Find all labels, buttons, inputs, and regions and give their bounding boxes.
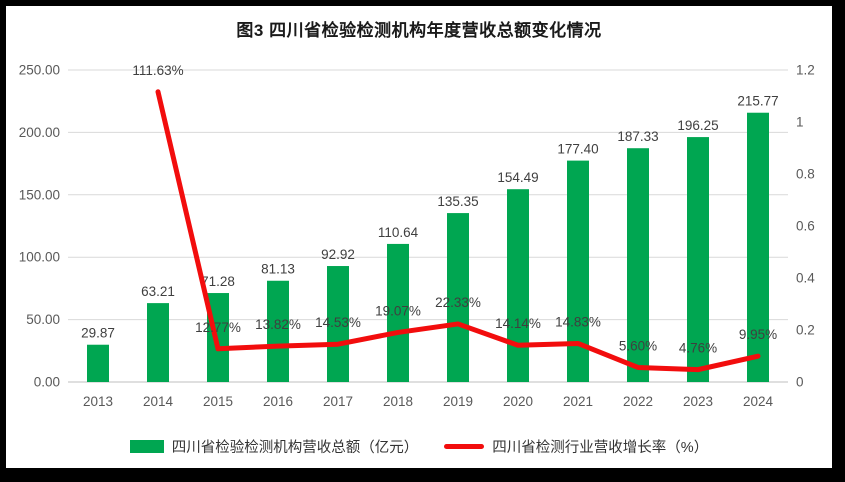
line-value-label: 111.63% [132,63,183,78]
bar-2017 [327,266,349,382]
bar-2013 [87,344,109,382]
right-axis-tick: 0 [796,375,804,390]
left-axis-tick: 0.00 [34,375,60,390]
bar-2020 [507,189,529,382]
bar-2018 [387,243,409,382]
legend-label-line-series: 四川省检测行业营收增长率（%） [492,440,709,456]
x-axis-label: 2022 [623,394,653,409]
line-value-label: 4.76% [679,341,717,356]
legend-item-bar-series: 四川省检验检测机构营收总额（亿元） [129,436,419,457]
chart-panel: 图3 四川省检验检测机构年度营收总额变化情况 0.00 50.00 100.00 15… [6,6,832,468]
bar-2016 [267,280,289,382]
line-value-label: 13.82% [255,317,301,332]
x-axis-label: 2019 [443,394,473,409]
right-axis-tick: 0.8 [796,167,815,182]
bar-2023 [687,137,709,382]
right-axis-tick: 0.6 [796,219,815,234]
bar-value-label: 187.33 [617,129,658,144]
left-axis-tick: 100.00 [19,250,60,265]
x-axis-label: 2021 [563,394,593,409]
x-axis-label: 2016 [263,394,293,409]
line-value-label: 14.53% [315,315,361,330]
right-axis-tick: 1.2 [796,63,815,78]
bar-value-label: 196.25 [677,118,718,133]
bar-series-swatch [129,440,164,453]
line-value-label: 5.60% [619,338,657,353]
combo-chart: 0.00 50.00 100.00 150.00 200.00 250.00 0 0.2 0.4… [19,63,816,410]
line-value-label: 22.33% [435,295,481,310]
x-axis-label: 2020 [503,394,533,409]
x-axis-label: 2013 [83,394,113,409]
left-axis-tick: 150.00 [19,187,60,202]
bar-value-label: 177.40 [557,142,598,157]
left-axis-tick: 200.00 [19,125,60,140]
growth-rate-line [155,89,761,373]
legend-item-line-series: 四川省检测行业营收增长率（%） [444,436,708,457]
right-axis-tick: 1 [796,115,804,130]
x-axis-label: 2014 [143,394,174,409]
bar-2024 [747,112,769,382]
bar-value-label: 81.13 [261,262,295,277]
line-value-label: 9.95% [739,327,777,342]
chart-legend: 四川省检验检测机构营收总额（亿元） 四川省检测行业营收增长率（%） [6,436,832,457]
chart-title: 图3 四川省检验检测机构年度营收总额变化情况 [236,21,602,40]
bar-value-label: 154.49 [497,170,538,185]
line-value-label: 14.83% [555,314,601,329]
line-value-label: 12.77% [195,320,241,335]
x-axis-label: 2023 [683,394,713,409]
bar-value-label: 215.77 [737,94,778,109]
bar-2022 [627,148,649,382]
right-axis-tick: 0.4 [796,271,815,286]
bar-value-label: 71.28 [201,274,235,289]
x-axis-label: 2024 [743,394,774,409]
x-axis-label: 2017 [323,394,353,409]
left-axis-tick: 50.00 [26,312,60,327]
bar-value-label: 29.87 [81,326,115,341]
line-value-label: 14.14% [495,316,541,331]
x-axis-label: 2015 [203,394,233,409]
right-axis-tick: 0.2 [796,323,815,338]
bar-value-label: 63.21 [141,284,175,299]
line-series-swatch [444,444,485,449]
bar-value-label: 110.64 [378,225,419,240]
bar-2019 [447,213,469,382]
legend-label-bar-series: 四川省检验检测机构营收总额（亿元） [171,440,419,456]
bar-value-label: 92.92 [321,247,355,262]
bar-2014 [147,303,169,382]
left-axis-tick: 250.00 [19,63,60,78]
line-value-label: 19.07% [375,303,421,318]
x-axis-label: 2018 [383,394,413,409]
bar-2021 [567,160,589,382]
bar-value-label: 135.35 [437,194,478,209]
